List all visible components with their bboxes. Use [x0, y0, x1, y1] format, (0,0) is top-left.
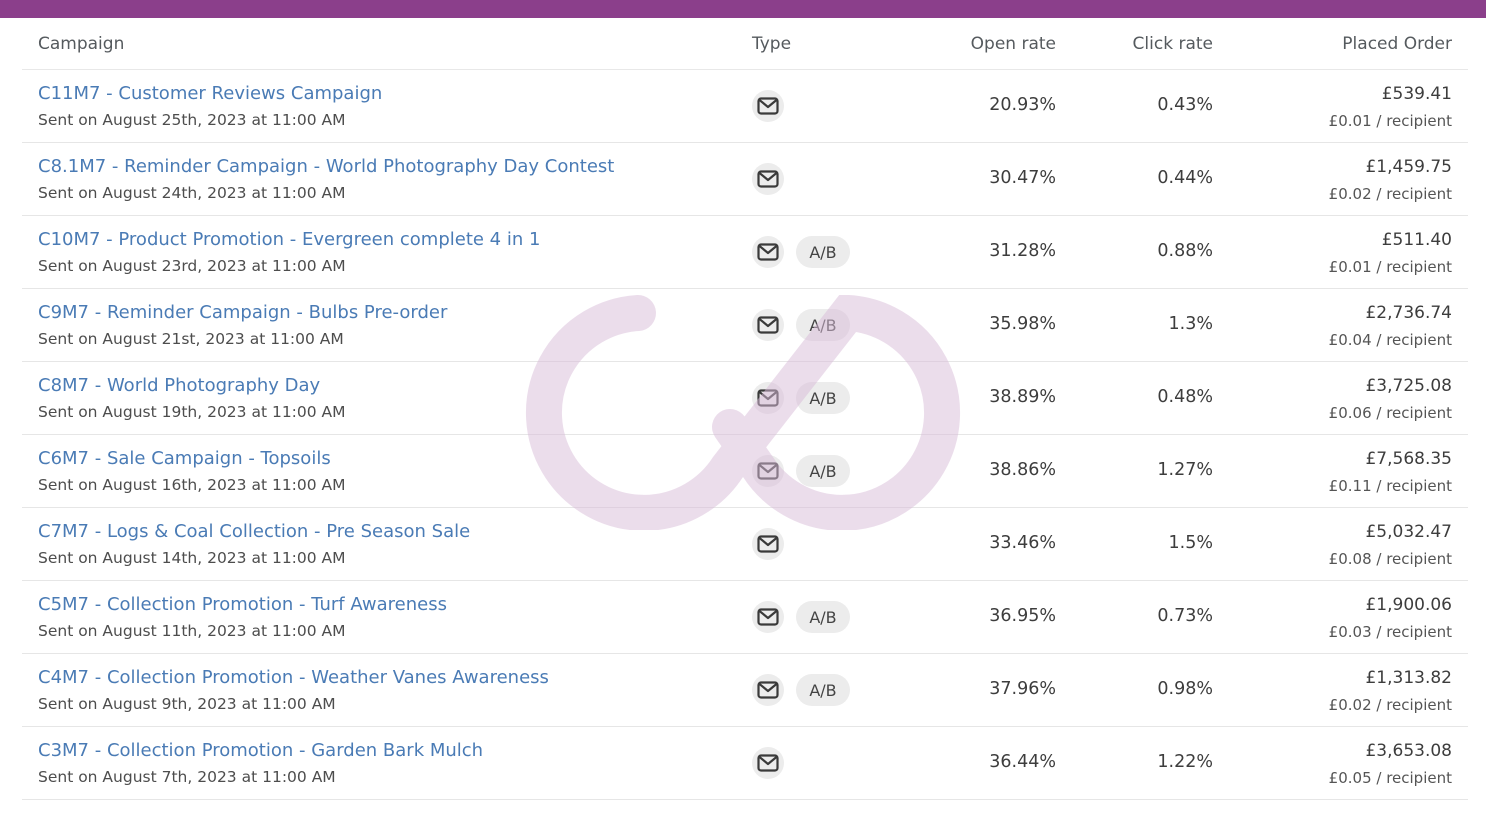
placed-order-value: £3,725.08 — [1365, 376, 1452, 396]
table-row[interactable]: C9M7 - Reminder Campaign - Bulbs Pre-ord… — [22, 289, 1468, 362]
click-rate-value: 0.98% — [1157, 679, 1213, 699]
campaign-name-link[interactable]: C3M7 - Collection Promotion - Garden Bar… — [38, 740, 484, 761]
campaign-sent-date: Sent on August 9th, 2023 at 11:00 AM — [38, 695, 336, 713]
campaign-sent-date: Sent on August 11th, 2023 at 11:00 AM — [38, 622, 346, 640]
campaign-name-link[interactable]: C9M7 - Reminder Campaign - Bulbs Pre-ord… — [38, 302, 448, 323]
per-recipient-value: £0.02 / recipient — [1328, 185, 1452, 203]
table-body: C11M7 - Customer Reviews Campaign Sent on… — [22, 70, 1468, 800]
campaign-sent-date: Sent on August 19th, 2023 at 11:00 AM — [38, 403, 346, 421]
campaign-name-link[interactable]: C10M7 - Product Promotion - Evergreen co… — [38, 229, 541, 250]
placed-order-value: £511.40 — [1381, 230, 1452, 250]
click-rate-value: 1.5% — [1168, 533, 1213, 553]
email-icon — [752, 747, 784, 779]
open-rate-value: 38.89% — [989, 387, 1056, 407]
per-recipient-value: £0.01 / recipient — [1328, 112, 1452, 130]
open-rate-value: 33.46% — [989, 533, 1056, 553]
ab-test-badge: A/B — [796, 455, 850, 487]
campaign-sent-date: Sent on August 24th, 2023 at 11:00 AM — [38, 184, 346, 202]
table-row[interactable]: C8.1M7 - Reminder Campaign - World Photo… — [22, 143, 1468, 216]
open-rate-value: 31.28% — [989, 241, 1056, 261]
email-icon — [752, 382, 784, 414]
campaign-name-link[interactable]: C4M7 - Collection Promotion - Weather Va… — [38, 667, 549, 688]
placed-order-value: £5,032.47 — [1365, 522, 1452, 542]
campaign-sent-date: Sent on August 21st, 2023 at 11:00 AM — [38, 330, 344, 348]
placed-order-value: £1,313.82 — [1365, 668, 1452, 688]
email-icon — [752, 455, 784, 487]
open-rate-value: 37.96% — [989, 679, 1056, 699]
header-type[interactable]: Type — [752, 34, 792, 54]
ab-test-badge: A/B — [796, 382, 850, 414]
per-recipient-value: £0.11 / recipient — [1328, 477, 1452, 495]
email-icon — [752, 90, 784, 122]
open-rate-value: 38.86% — [989, 460, 1056, 480]
click-rate-value: 1.22% — [1157, 752, 1213, 772]
email-icon — [752, 309, 784, 341]
campaign-name-link[interactable]: C8.1M7 - Reminder Campaign - World Photo… — [38, 156, 615, 177]
table-row[interactable]: C8M7 - World Photography Day Sent on Augu… — [22, 362, 1468, 435]
top-bar — [0, 0, 1486, 18]
campaigns-table: Campaign Type Open rate Click rate Place… — [22, 18, 1468, 800]
per-recipient-value: £0.01 / recipient — [1328, 258, 1452, 276]
header-open-rate[interactable]: Open rate — [970, 34, 1056, 54]
campaign-name-link[interactable]: C5M7 - Collection Promotion - Turf Aware… — [38, 594, 447, 615]
placed-order-value: £539.41 — [1381, 84, 1452, 104]
open-rate-value: 36.95% — [989, 606, 1056, 626]
email-icon — [752, 163, 784, 195]
header-campaign[interactable]: Campaign — [38, 34, 125, 54]
campaign-sent-date: Sent on August 7th, 2023 at 11:00 AM — [38, 768, 336, 786]
table-row[interactable]: C10M7 - Product Promotion - Evergreen co… — [22, 216, 1468, 289]
ab-test-badge: A/B — [796, 674, 850, 706]
ab-test-badge: A/B — [796, 236, 850, 268]
open-rate-value: 30.47% — [989, 168, 1056, 188]
campaign-sent-date: Sent on August 14th, 2023 at 11:00 AM — [38, 549, 346, 567]
email-icon — [752, 236, 784, 268]
click-rate-value: 1.3% — [1168, 314, 1213, 334]
table-row[interactable]: C5M7 - Collection Promotion - Turf Aware… — [22, 581, 1468, 654]
campaign-sent-date: Sent on August 25th, 2023 at 11:00 AM — [38, 111, 346, 129]
placed-order-value: £7,568.35 — [1365, 449, 1452, 469]
placed-order-value: £2,736.74 — [1365, 303, 1452, 323]
ab-test-badge: A/B — [796, 601, 850, 633]
table-row[interactable]: C7M7 - Logs & Coal Collection - Pre Seas… — [22, 508, 1468, 581]
open-rate-value: 35.98% — [989, 314, 1056, 334]
email-icon — [752, 674, 784, 706]
email-icon — [752, 528, 784, 560]
table-row[interactable]: C4M7 - Collection Promotion - Weather Va… — [22, 654, 1468, 727]
table-row[interactable]: C11M7 - Customer Reviews Campaign Sent on… — [22, 70, 1468, 143]
campaign-name-link[interactable]: C8M7 - World Photography Day — [38, 375, 321, 396]
per-recipient-value: £0.04 / recipient — [1328, 331, 1452, 349]
campaign-name-link[interactable]: C7M7 - Logs & Coal Collection - Pre Seas… — [38, 521, 471, 542]
per-recipient-value: £0.08 / recipient — [1328, 550, 1452, 568]
table-row[interactable]: C3M7 - Collection Promotion - Garden Bar… — [22, 727, 1468, 800]
table-header: Campaign Type Open rate Click rate Place… — [22, 18, 1468, 70]
click-rate-value: 0.43% — [1157, 95, 1213, 115]
placed-order-value: £1,900.06 — [1365, 595, 1452, 615]
header-click-rate[interactable]: Click rate — [1132, 34, 1213, 54]
campaign-name-link[interactable]: C11M7 - Customer Reviews Campaign — [38, 83, 383, 104]
table-row[interactable]: C6M7 - Sale Campaign - Topsoils Sent on A… — [22, 435, 1468, 508]
per-recipient-value: £0.03 / recipient — [1328, 623, 1452, 641]
header-placed-order[interactable]: Placed Order — [1342, 34, 1452, 54]
placed-order-value: £1,459.75 — [1365, 157, 1452, 177]
click-rate-value: 1.27% — [1157, 460, 1213, 480]
click-rate-value: 0.48% — [1157, 387, 1213, 407]
email-icon — [752, 601, 784, 633]
click-rate-value: 0.88% — [1157, 241, 1213, 261]
per-recipient-value: £0.06 / recipient — [1328, 404, 1452, 422]
open-rate-value: 20.93% — [989, 95, 1056, 115]
campaign-name-link[interactable]: C6M7 - Sale Campaign - Topsoils — [38, 448, 331, 469]
open-rate-value: 36.44% — [989, 752, 1056, 772]
click-rate-value: 0.73% — [1157, 606, 1213, 626]
per-recipient-value: £0.02 / recipient — [1328, 696, 1452, 714]
placed-order-value: £3,653.08 — [1365, 741, 1452, 761]
per-recipient-value: £0.05 / recipient — [1328, 769, 1452, 787]
campaign-sent-date: Sent on August 16th, 2023 at 11:00 AM — [38, 476, 346, 494]
click-rate-value: 0.44% — [1157, 168, 1213, 188]
ab-test-badge: A/B — [796, 309, 850, 341]
campaign-sent-date: Sent on August 23rd, 2023 at 11:00 AM — [38, 257, 346, 275]
